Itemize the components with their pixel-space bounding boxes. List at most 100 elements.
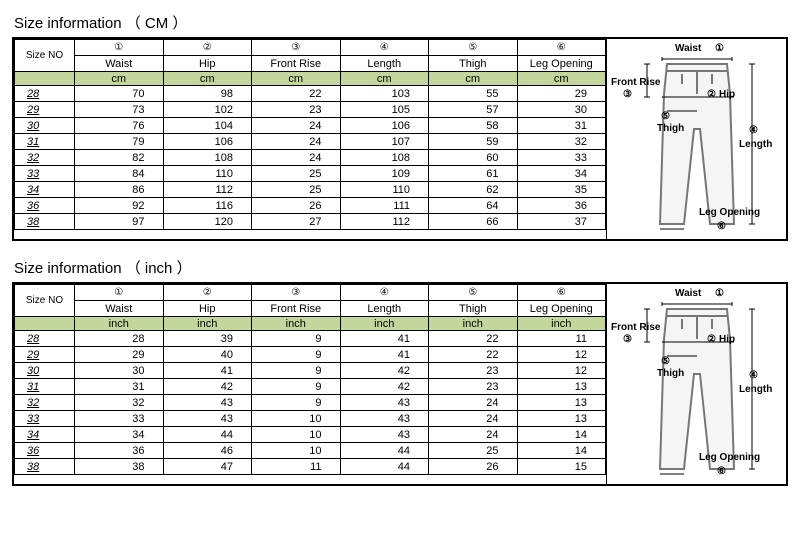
col-unit-1: cm <box>163 72 252 86</box>
sizeno-header: Size NO <box>15 40 75 72</box>
size-cell-0: 28 <box>15 331 75 347</box>
col-num-2: ③ <box>252 40 341 56</box>
col-label-1: Hip <box>163 301 252 317</box>
cell-6-4: 24 <box>429 427 518 443</box>
cell-6-4: 62 <box>429 182 518 198</box>
table-row: 2973102231055730 <box>15 102 606 118</box>
col-unit-3: cm <box>340 72 429 86</box>
cell-7-1: 116 <box>163 198 252 214</box>
cell-8-2: 27 <box>252 214 341 230</box>
table-row: 33334310432413 <box>15 411 606 427</box>
size-cell-7: 36 <box>15 198 75 214</box>
cell-4-0: 32 <box>75 395 164 411</box>
col-label-0: Waist <box>75 301 164 317</box>
pants-diagram: Waist ① Front Rise ③ Hip ② ⑤ Thigh ④ Len… <box>606 284 786 484</box>
cell-1-4: 22 <box>429 347 518 363</box>
section-wrap-1: Size NO ①②③④⑤⑥ WaistHipFront RiseLengthT… <box>12 282 788 486</box>
section-1: Size information （ inch ） Size NO ①②③④⑤⑥… <box>12 257 788 486</box>
cell-0-1: 39 <box>163 331 252 347</box>
col-num-5: ⑥ <box>517 285 606 301</box>
cell-0-4: 55 <box>429 86 518 102</box>
table-row: 3282108241086033 <box>15 150 606 166</box>
cell-3-3: 42 <box>340 379 429 395</box>
cell-1-0: 29 <box>75 347 164 363</box>
table-row: 3179106241075932 <box>15 134 606 150</box>
col-num-0: ① <box>75 40 164 56</box>
cell-2-0: 30 <box>75 363 164 379</box>
size-cell-1: 29 <box>15 102 75 118</box>
cell-4-5: 13 <box>517 395 606 411</box>
col-label-4: Thigh <box>429 301 518 317</box>
col-unit-2: inch <box>252 317 341 331</box>
col-unit-5: inch <box>517 317 606 331</box>
cell-1-4: 57 <box>429 102 518 118</box>
size-cell-0: 28 <box>15 86 75 102</box>
col-label-1: Hip <box>163 56 252 72</box>
cell-4-5: 33 <box>517 150 606 166</box>
cell-2-2: 24 <box>252 118 341 134</box>
col-unit-1: inch <box>163 317 252 331</box>
cell-6-5: 14 <box>517 427 606 443</box>
cell-0-2: 22 <box>252 86 341 102</box>
cell-7-5: 14 <box>517 443 606 459</box>
cell-4-3: 43 <box>340 395 429 411</box>
cell-3-4: 23 <box>429 379 518 395</box>
cell-4-2: 9 <box>252 395 341 411</box>
size-cell-1: 29 <box>15 347 75 363</box>
col-label-5: Leg Opening <box>517 301 606 317</box>
cell-4-3: 108 <box>340 150 429 166</box>
sizeno-header: Size NO <box>15 285 75 317</box>
cell-0-2: 9 <box>252 331 341 347</box>
cell-0-0: 70 <box>75 86 164 102</box>
cell-5-3: 43 <box>340 411 429 427</box>
table-row: 3486112251106235 <box>15 182 606 198</box>
cell-4-1: 43 <box>163 395 252 411</box>
cell-7-3: 111 <box>340 198 429 214</box>
cell-4-0: 82 <box>75 150 164 166</box>
cell-5-2: 25 <box>252 166 341 182</box>
cell-1-5: 30 <box>517 102 606 118</box>
col-unit-0: cm <box>75 72 164 86</box>
table-row: 3692116261116436 <box>15 198 606 214</box>
cell-8-5: 15 <box>517 459 606 475</box>
table-row: 3131429422313 <box>15 379 606 395</box>
col-label-2: Front Rise <box>252 301 341 317</box>
cell-2-0: 76 <box>75 118 164 134</box>
col-label-5: Leg Opening <box>517 56 606 72</box>
section-0: Size information （ CM ） Size NO ①②③④⑤⑥ W… <box>12 12 788 241</box>
unit-blank <box>15 72 75 86</box>
unit-row: cmcmcmcmcmcm <box>15 72 606 86</box>
cell-8-3: 112 <box>340 214 429 230</box>
cell-3-2: 24 <box>252 134 341 150</box>
size-cell-8: 38 <box>15 459 75 475</box>
table-row: 287098221035529 <box>15 86 606 102</box>
size-cell-2: 30 <box>15 363 75 379</box>
cell-2-1: 104 <box>163 118 252 134</box>
cell-3-1: 42 <box>163 379 252 395</box>
cell-6-5: 35 <box>517 182 606 198</box>
col-label-3: Length <box>340 56 429 72</box>
size-table-0: Size NO ①②③④⑤⑥ WaistHipFront RiseLengthT… <box>14 39 606 230</box>
col-label-4: Thigh <box>429 56 518 72</box>
cell-7-5: 36 <box>517 198 606 214</box>
table-row: 3030419422312 <box>15 363 606 379</box>
size-cell-3: 31 <box>15 134 75 150</box>
table-row: 36364610442514 <box>15 443 606 459</box>
cell-6-3: 110 <box>340 182 429 198</box>
col-unit-5: cm <box>517 72 606 86</box>
col-num-3: ④ <box>340 285 429 301</box>
head-row-nums: Size NO ①②③④⑤⑥ <box>15 40 606 56</box>
col-num-2: ③ <box>252 285 341 301</box>
cell-7-4: 25 <box>429 443 518 459</box>
cell-6-2: 25 <box>252 182 341 198</box>
cell-6-2: 10 <box>252 427 341 443</box>
cell-1-2: 9 <box>252 347 341 363</box>
size-table-1: Size NO ①②③④⑤⑥ WaistHipFront RiseLengthT… <box>14 284 606 475</box>
cell-6-3: 43 <box>340 427 429 443</box>
cell-3-2: 9 <box>252 379 341 395</box>
table-area-0: Size NO ①②③④⑤⑥ WaistHipFront RiseLengthT… <box>14 39 606 239</box>
cell-5-4: 61 <box>429 166 518 182</box>
cell-0-5: 29 <box>517 86 606 102</box>
cell-0-3: 103 <box>340 86 429 102</box>
cell-1-3: 41 <box>340 347 429 363</box>
